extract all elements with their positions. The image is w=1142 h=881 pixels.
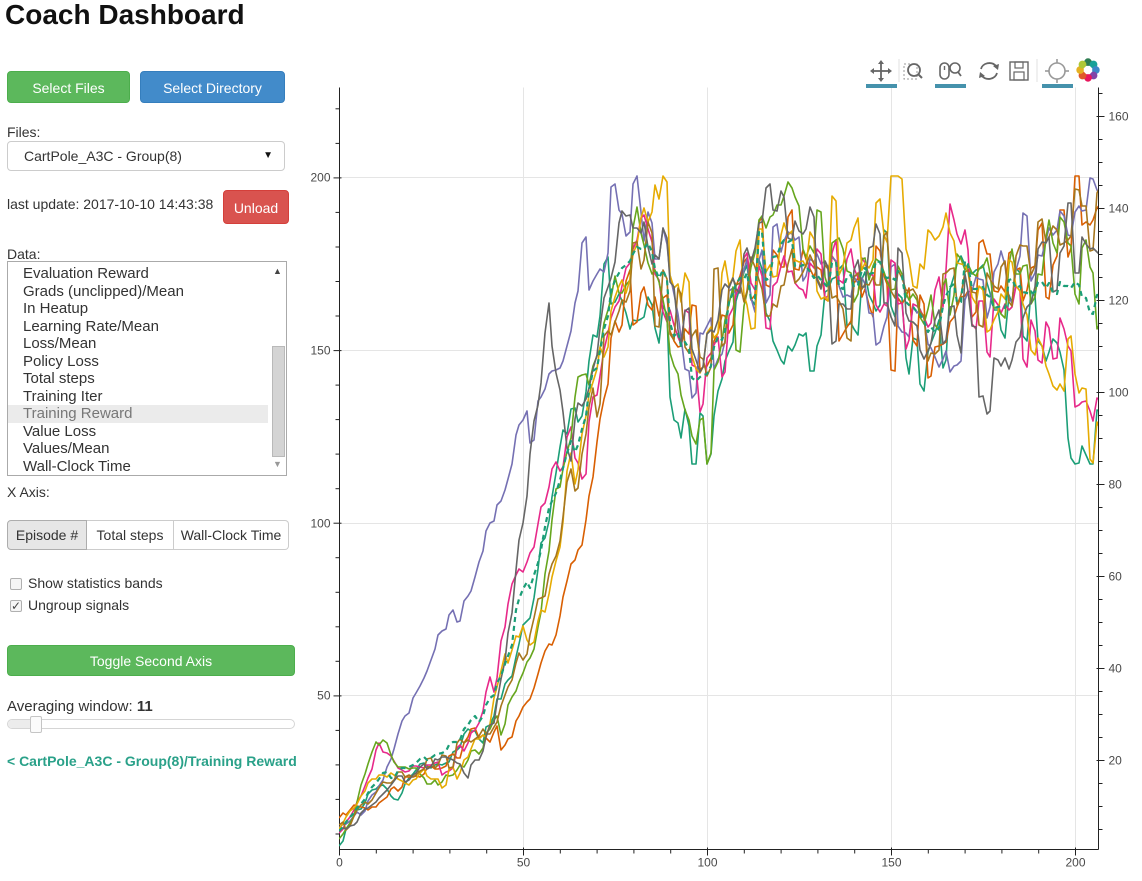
svg-text:150: 150 [881,856,901,870]
svg-text:60: 60 [1109,570,1123,584]
svg-text:0: 0 [336,856,343,870]
svg-text:20: 20 [1109,754,1123,768]
svg-text:140: 140 [1109,202,1129,216]
svg-text:120: 120 [1109,294,1129,308]
svg-text:40: 40 [1109,662,1123,676]
svg-text:100: 100 [1109,386,1129,400]
svg-text:50: 50 [517,856,531,870]
svg-text:200: 200 [310,171,330,185]
svg-text:160: 160 [1109,110,1129,124]
svg-text:80: 80 [1109,478,1123,492]
svg-text:100: 100 [697,856,717,870]
svg-text:200: 200 [1065,856,1085,870]
svg-text:100: 100 [310,517,330,531]
svg-text:150: 150 [310,344,330,358]
svg-text:50: 50 [317,689,331,703]
